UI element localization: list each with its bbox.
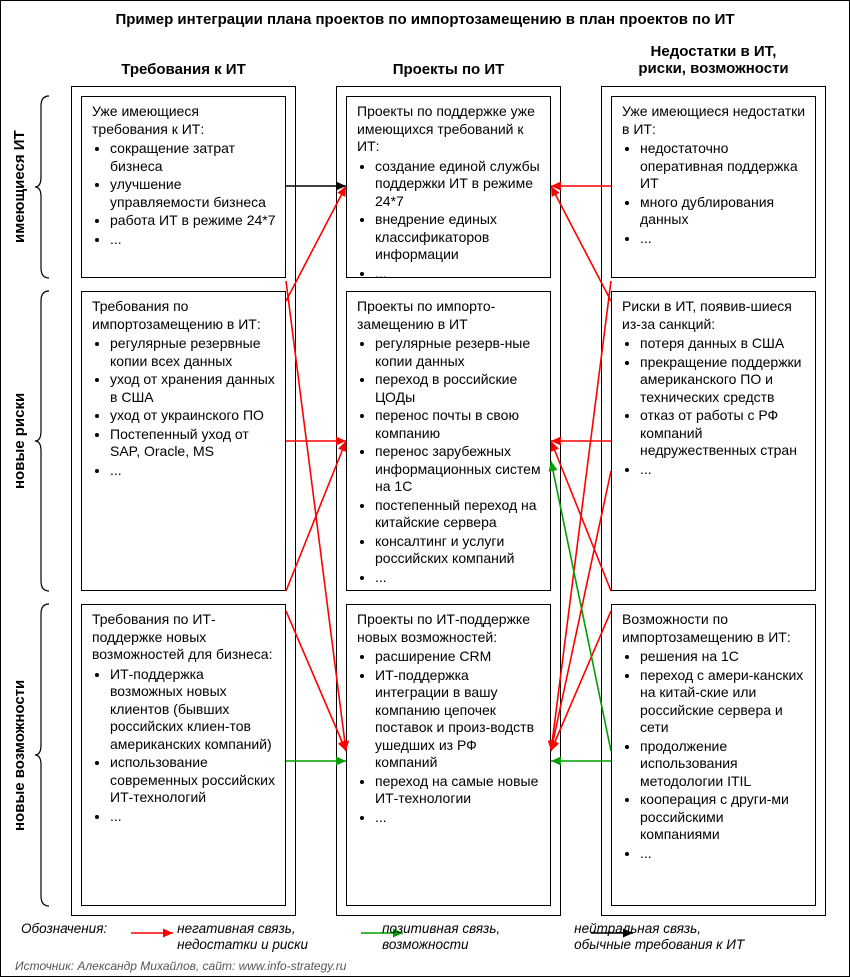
- cell-r1: Уже имеющиеся недостатки в ИТ:недостаточ…: [611, 96, 816, 278]
- cell-l3: Требования по ИТ-поддержке новых возможн…: [81, 604, 286, 906]
- list-item: ...: [110, 808, 277, 826]
- legend-item: негативная связь, недостатки и риски: [125, 921, 308, 952]
- list-item: уход от украинского ПО: [110, 407, 277, 425]
- list-item: расширение CRM: [375, 648, 542, 666]
- cell-r3: Возможности по импортозамещению в ИТ:реш…: [611, 604, 816, 906]
- list-item: продолжение использования методологии IT…: [640, 738, 807, 791]
- cell-header: Уже имеющиеся недостатки в ИТ:: [622, 103, 807, 138]
- legend-text: позитивная связь, возможности: [382, 921, 500, 952]
- cell-m2: Проекты по импорто-замещению в ИТрегуляр…: [346, 291, 551, 591]
- row-label-3: новые возможности: [11, 604, 28, 906]
- diagram-page: Пример интеграции плана проектов по импо…: [0, 0, 850, 977]
- list-item: переход на самые новые ИТ-технологии: [375, 773, 542, 808]
- col-header-right: Недостатки в ИТ, риски, возможности: [601, 43, 826, 77]
- row-label-1: имеющиеся ИТ: [11, 96, 28, 278]
- list-item: прекращение поддержки американского ПО и…: [640, 354, 807, 407]
- legend-item: позитивная связь, возможности: [330, 921, 500, 952]
- page-title: Пример интеграции плана проектов по импо…: [1, 11, 849, 28]
- list-item: недостаточно оперативная поддержка ИТ: [640, 140, 807, 193]
- cell-l2: Требования по импортозамещению в ИТ:регу…: [81, 291, 286, 591]
- legend: Обозначения: негативная связь, недостатк…: [21, 921, 839, 952]
- cell-list: регулярные резервные копии всех данныхух…: [96, 335, 277, 479]
- legend-item: нейтральная связь, обычные требования к …: [522, 921, 744, 952]
- cell-list: недостаточно оперативная поддержка ИТмно…: [626, 140, 807, 247]
- list-item: ИТ-поддержка возможных новых клиентов (б…: [110, 666, 277, 754]
- cell-header: Проекты по импорто-замещению в ИТ: [357, 298, 542, 333]
- cell-r2: Риски в ИТ, появив-шиеся из-за санкций:п…: [611, 291, 816, 591]
- list-item: ИТ-поддержка интеграции в вашу компанию …: [375, 667, 542, 772]
- row-brace: [35, 291, 49, 591]
- row-label-2: новые риски: [11, 291, 28, 591]
- list-item: много дублирования данных: [640, 194, 807, 229]
- list-item: ...: [110, 462, 277, 480]
- list-item: внедрение единых классификаторов информа…: [375, 211, 542, 264]
- list-item: отказ от работы с РФ компаний недружеств…: [640, 407, 807, 460]
- cell-header: Риски в ИТ, появив-шиеся из-за санкций:: [622, 298, 807, 333]
- list-item: регулярные резервные копии всех данных: [110, 335, 277, 370]
- cell-m3: Проекты по ИТ-поддержке новых возможност…: [346, 604, 551, 906]
- list-item: улучшение управляемости бизнеса: [110, 176, 277, 211]
- cell-l1: Уже имеющиеся требования к ИТ:сокращение…: [81, 96, 286, 278]
- legend-text: нейтральная связь, обычные требования к …: [574, 921, 744, 952]
- list-item: консалтинг и услуги российских компаний: [375, 533, 542, 568]
- cell-list: создание единой службы поддержки ИТ в ре…: [361, 158, 542, 283]
- list-item: создание единой службы поддержки ИТ в ре…: [375, 158, 542, 211]
- cell-list: сокращение затрат бизнесаулучшение управ…: [96, 140, 277, 248]
- row-brace: [35, 604, 49, 906]
- source-line: Источник: Александр Михайлов, сайт: www.…: [15, 959, 346, 973]
- list-item: ...: [375, 569, 542, 587]
- legend-text: негативная связь, недостатки и риски: [177, 921, 308, 952]
- list-item: регулярные резерв-ные копии данных: [375, 335, 542, 370]
- list-item: сокращение затрат бизнеса: [110, 140, 277, 175]
- cell-list: расширение CRMИТ-поддержка интеграции в …: [361, 648, 542, 826]
- list-item: перенос зарубежных информационных систем…: [375, 443, 542, 496]
- list-item: переход с амери-канских на китай-ские ил…: [640, 667, 807, 737]
- cell-header: Уже имеющиеся требования к ИТ:: [92, 103, 277, 138]
- cell-list: ИТ-поддержка возможных новых клиентов (б…: [96, 666, 277, 826]
- cell-header: Проекты по поддержке уже имеющихся требо…: [357, 103, 542, 156]
- col-header-left: Требования к ИТ: [71, 61, 296, 78]
- cell-header: Требования по ИТ-поддержке новых возможн…: [92, 611, 277, 664]
- list-item: перенос почты в свою компанию: [375, 407, 542, 442]
- list-item: ...: [640, 230, 807, 248]
- list-item: потеря данных в США: [640, 335, 807, 353]
- list-item: использование современных российских ИТ-…: [110, 754, 277, 807]
- cell-list: регулярные резерв-ные копии данныхперехо…: [361, 335, 542, 586]
- list-item: переход в российские ЦОДы: [375, 371, 542, 406]
- list-item: ...: [110, 231, 277, 249]
- list-item: ...: [375, 809, 542, 827]
- cell-header: Проекты по ИТ-поддержке новых возможност…: [357, 611, 542, 646]
- list-item: ...: [640, 845, 807, 863]
- cell-list: решения на 1Спереход с амери-канских на …: [626, 648, 807, 862]
- cell-header: Возможности по импортозамещению в ИТ:: [622, 611, 807, 646]
- list-item: работа ИТ в режиме 24*7: [110, 212, 277, 230]
- col-header-mid: Проекты по ИТ: [336, 61, 561, 78]
- legend-title: Обозначения:: [21, 921, 107, 936]
- cell-m1: Проекты по поддержке уже имеющихся требо…: [346, 96, 551, 278]
- list-item: Постепенный уход от SAP, Oracle, MS: [110, 426, 277, 461]
- list-item: уход от хранения данных в США: [110, 371, 277, 406]
- cell-list: потеря данных в СШАпрекращение поддержки…: [626, 335, 807, 478]
- row-brace: [35, 96, 49, 278]
- list-item: ...: [640, 461, 807, 479]
- list-item: решения на 1С: [640, 648, 807, 666]
- list-item: кооперация с други-ми российскими компан…: [640, 791, 807, 844]
- list-item: постепенный переход на китайские сервера: [375, 497, 542, 532]
- cell-header: Требования по импортозамещению в ИТ:: [92, 298, 277, 333]
- list-item: ...: [375, 265, 542, 283]
